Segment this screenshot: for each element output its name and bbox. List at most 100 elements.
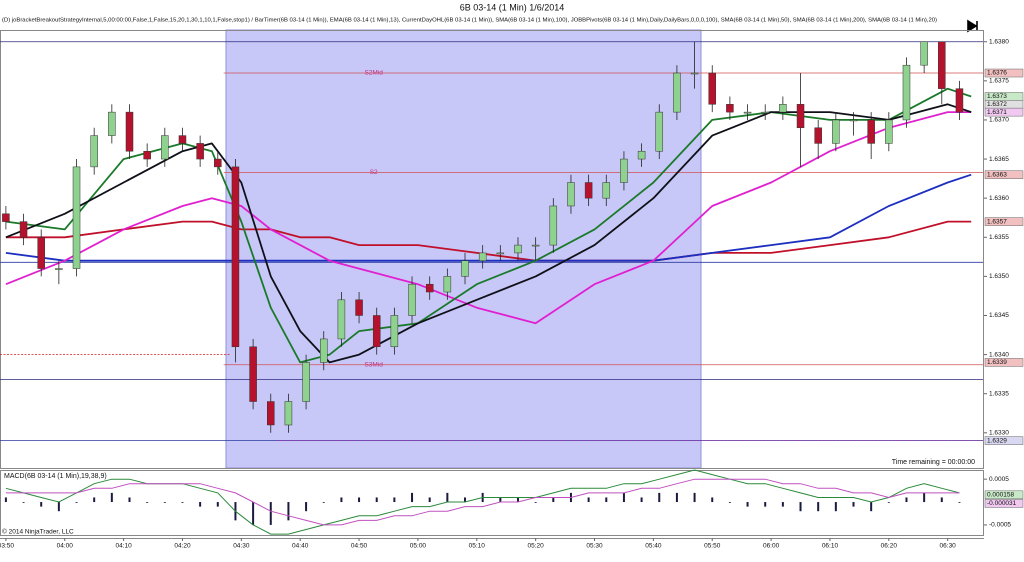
x-tick-label: 05:30 <box>586 543 603 550</box>
macd-title: MACD(6B 03-14 (1 Min),19,38,9) <box>4 473 107 480</box>
candle-body <box>37 237 45 269</box>
x-tick-label: 04:40 <box>292 543 309 550</box>
candle-body <box>161 135 169 160</box>
y-tick-label: 1.6340 <box>989 351 1009 358</box>
candle-body <box>214 158 222 168</box>
candle-body <box>549 205 558 246</box>
price-marker-label: 1.6371 <box>987 109 1007 116</box>
price-marker-box <box>984 490 1024 500</box>
macd-histogram-bar <box>923 492 926 503</box>
candle-body <box>461 260 469 277</box>
candle-body <box>355 299 363 316</box>
candle-body <box>531 244 540 247</box>
candle-body <box>108 111 116 136</box>
macd-histogram-bar <box>905 497 908 503</box>
price-marker-label: -0.000031 <box>987 500 1017 507</box>
y-tick-label: -0.0005 <box>989 522 1011 529</box>
price-marker-label: 1.6363 <box>987 171 1007 178</box>
macd-histogram-bar <box>764 502 767 507</box>
macd-histogram-bar <box>675 492 678 503</box>
macd-histogram-bar <box>446 492 449 503</box>
candle-body <box>143 150 151 160</box>
macd-panel <box>0 470 984 536</box>
macd-histogram-bar <box>22 502 25 503</box>
macd-histogram-bar <box>146 502 149 503</box>
macd-histogram-bar <box>199 502 202 507</box>
x-tick-label: 04:00 <box>57 543 74 550</box>
macd-histogram-bar <box>269 502 272 525</box>
macd-histogram-bar <box>411 492 414 503</box>
price-marker-box <box>984 358 1024 367</box>
x-tick-label: 06:00 <box>763 543 780 550</box>
candle-body <box>584 182 593 199</box>
candle-body <box>390 315 399 348</box>
macd-histogram-bar <box>552 497 555 503</box>
macd-histogram-bar <box>622 492 625 503</box>
copyright: © 2014 NinjaTrader, LLC <box>2 528 74 536</box>
macd-histogram-bar <box>658 492 661 503</box>
price-panel <box>0 30 984 469</box>
candle-body <box>920 41 928 66</box>
candle-body <box>267 401 275 426</box>
macd-histogram-bar <box>181 502 184 503</box>
candle-body <box>72 166 81 269</box>
candle-body <box>372 315 381 348</box>
candle-body <box>885 119 893 144</box>
price-marker-box <box>984 436 1024 445</box>
macd-histogram-bar <box>358 497 361 503</box>
y-tick-label: 1.6380 <box>989 38 1009 45</box>
x-tick-label: 06:30 <box>940 543 957 550</box>
macd-histogram-bar <box>375 497 378 503</box>
candle-body <box>178 135 187 144</box>
scroll-end-button[interactable] <box>967 19 978 33</box>
candle-body <box>443 276 452 293</box>
x-tick-label: 06:20 <box>881 543 898 550</box>
macd-histogram-bar <box>693 492 696 503</box>
candle-body <box>726 104 734 113</box>
macd-histogram-bar <box>252 502 255 525</box>
macd-histogram-bar <box>216 502 219 507</box>
candle-body <box>231 166 240 348</box>
price-marker-label: 1.6373 <box>987 93 1007 100</box>
macd-histogram-bar <box>817 502 820 512</box>
candle-body <box>2 213 10 222</box>
indicator-line <box>5 103 972 364</box>
macd-histogram-bar <box>428 497 431 503</box>
candle-body <box>567 182 575 207</box>
candle-body <box>302 362 310 402</box>
x-tick-label: 05:20 <box>528 543 545 550</box>
macd-histogram-bar <box>393 497 396 503</box>
price-marker-label: 0.000158 <box>987 492 1014 499</box>
candle-body <box>319 338 328 363</box>
macd-histogram-bar <box>834 502 837 512</box>
price-marker-label: 1.6329 <box>987 437 1007 444</box>
candle-body <box>196 143 204 160</box>
macd-histogram-bar <box>322 502 325 503</box>
price-marker-box <box>984 68 1024 78</box>
level-label: S2Mid <box>364 70 383 77</box>
macd-histogram-bar <box>464 497 467 503</box>
y-tick-label: 1.6375 <box>989 78 1009 85</box>
candle-body <box>408 283 416 316</box>
candle-body <box>602 182 611 199</box>
macd-histogram-bar <box>40 502 43 507</box>
x-tick-label: 04:30 <box>233 543 250 550</box>
y-tick-label: 1.6335 <box>989 390 1009 397</box>
macd-histogram-bar <box>75 502 78 503</box>
x-tick-label: 05:50 <box>704 543 721 550</box>
candle-body <box>690 72 699 75</box>
candle-body <box>655 111 664 152</box>
macd-histogram-bar <box>887 502 890 503</box>
macd-histogram-bar <box>4 497 7 503</box>
price-marker-box <box>984 499 1024 508</box>
x-tick-label: 04:50 <box>351 543 368 550</box>
price-marker-label: 1.6357 <box>987 218 1007 225</box>
highlight-region <box>225 29 702 469</box>
y-tick-label: 1.6360 <box>989 195 1009 202</box>
candle-body <box>796 104 805 129</box>
y-tick-label: 1.6355 <box>989 234 1009 241</box>
macd-histogram-bar <box>340 497 343 503</box>
macd-histogram-bar <box>958 502 961 503</box>
candle-body <box>19 221 28 238</box>
price-marker-label: 1.6372 <box>987 101 1007 108</box>
